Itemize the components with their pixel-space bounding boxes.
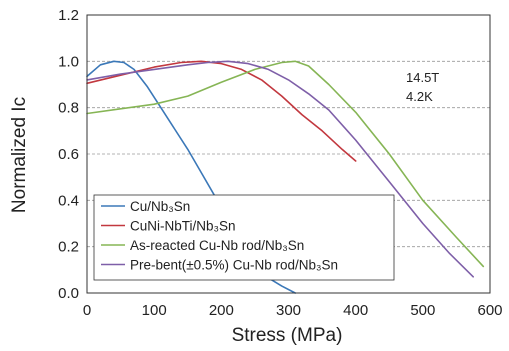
field-annotation: 14.5T	[406, 70, 439, 85]
series-line-4	[86, 60, 475, 278]
series-line-3	[86, 60, 485, 268]
y-tick-label: 0.6	[58, 146, 79, 163]
y-tick-label: 1.0	[58, 53, 79, 70]
legend-label-1: Cu/Nb₃Sn	[130, 199, 190, 214]
y-axis-label: Normalized Ic	[9, 97, 30, 213]
y-tick-label: 0.4	[58, 192, 79, 209]
x-tick-label: 300	[276, 302, 301, 319]
x-tick-label: 500	[410, 302, 435, 319]
y-tick-label: 0.8	[58, 100, 79, 117]
x-tick-label: 600	[477, 302, 502, 319]
legend-label-4: Pre-bent(±0.5%) Cu-Nb rod/Nb₃Sn	[130, 258, 338, 273]
legend: Cu/Nb₃Sn CuNi-NbTi/Nb₃Sn As-reacted Cu-Nb …	[93, 194, 395, 281]
legend-items: Cu/Nb₃Sn CuNi-NbTi/Nb₃Sn As-reacted Cu-Nb …	[101, 199, 338, 273]
x-tick-label: 100	[142, 302, 167, 319]
x-tick-label: 0	[83, 302, 91, 319]
x-tick-label: 200	[209, 302, 234, 319]
series-line-2	[86, 60, 357, 162]
legend-box	[93, 194, 395, 281]
x-axis-label: Stress (MPa)	[232, 325, 343, 346]
x-tick-labels: 0 100 200 300 400 500 600	[83, 302, 503, 319]
y-tick-label: 0.2	[58, 239, 79, 256]
y-tick-label: 1.2	[58, 7, 79, 24]
x-tick-label: 400	[343, 302, 368, 319]
y-tick-labels: 0.0 0.2 0.4 0.6 0.8 1.0 1.2	[58, 7, 79, 302]
y-tick-label: 0.0	[58, 285, 79, 302]
legend-label-2: CuNi-NbTi/Nb₃Sn	[130, 219, 236, 234]
legend-label-3: As-reacted Cu-Nb rod/Nb₃Sn	[130, 238, 304, 253]
plot-frame	[86, 14, 491, 294]
temperature-annotation: 4.2K	[406, 89, 433, 104]
